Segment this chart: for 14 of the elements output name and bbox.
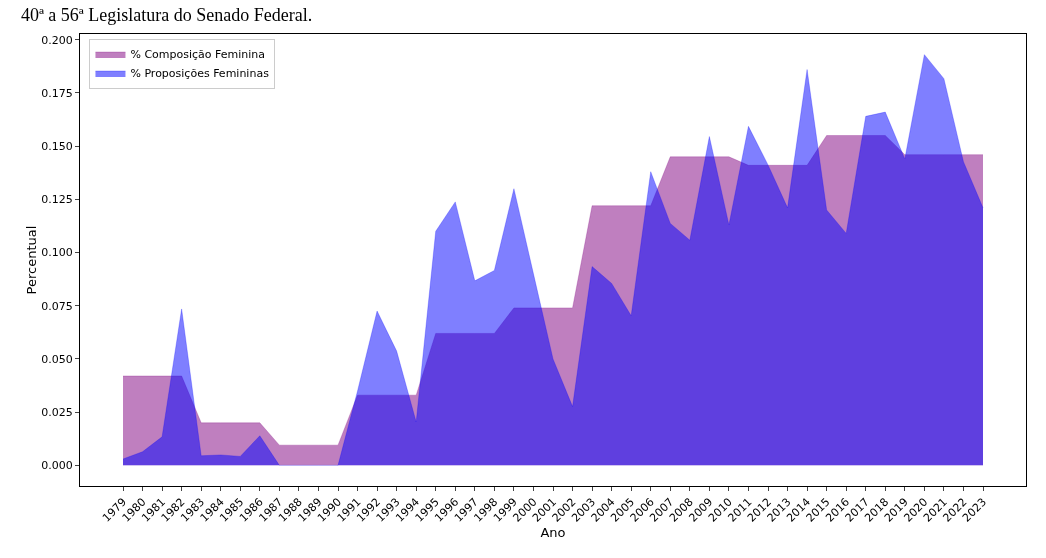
x-axis-title: Ano <box>540 524 566 540</box>
y-tick-label: 0.075 <box>41 299 73 313</box>
y-tick-label: 0.050 <box>41 352 73 366</box>
y-tick-label: 0.150 <box>41 140 73 153</box>
legend-label: % Composição Feminina <box>130 48 266 62</box>
y-tick-label: 0.000 <box>41 459 73 473</box>
y-tick-label: 0.125 <box>41 193 73 207</box>
y-tick-label: 0.175 <box>41 86 73 100</box>
y-tick-label: 0.200 <box>41 33 73 47</box>
y-tick-label: 0.025 <box>41 406 73 420</box>
legend-label: % Proposições Femininas <box>130 67 270 81</box>
y-tick-label: 0.100 <box>41 246 73 260</box>
chart-title: 40ª a 56ª Legislatura do Senado Federal. <box>20 4 313 25</box>
y-axis-title: Percentual <box>24 225 40 295</box>
